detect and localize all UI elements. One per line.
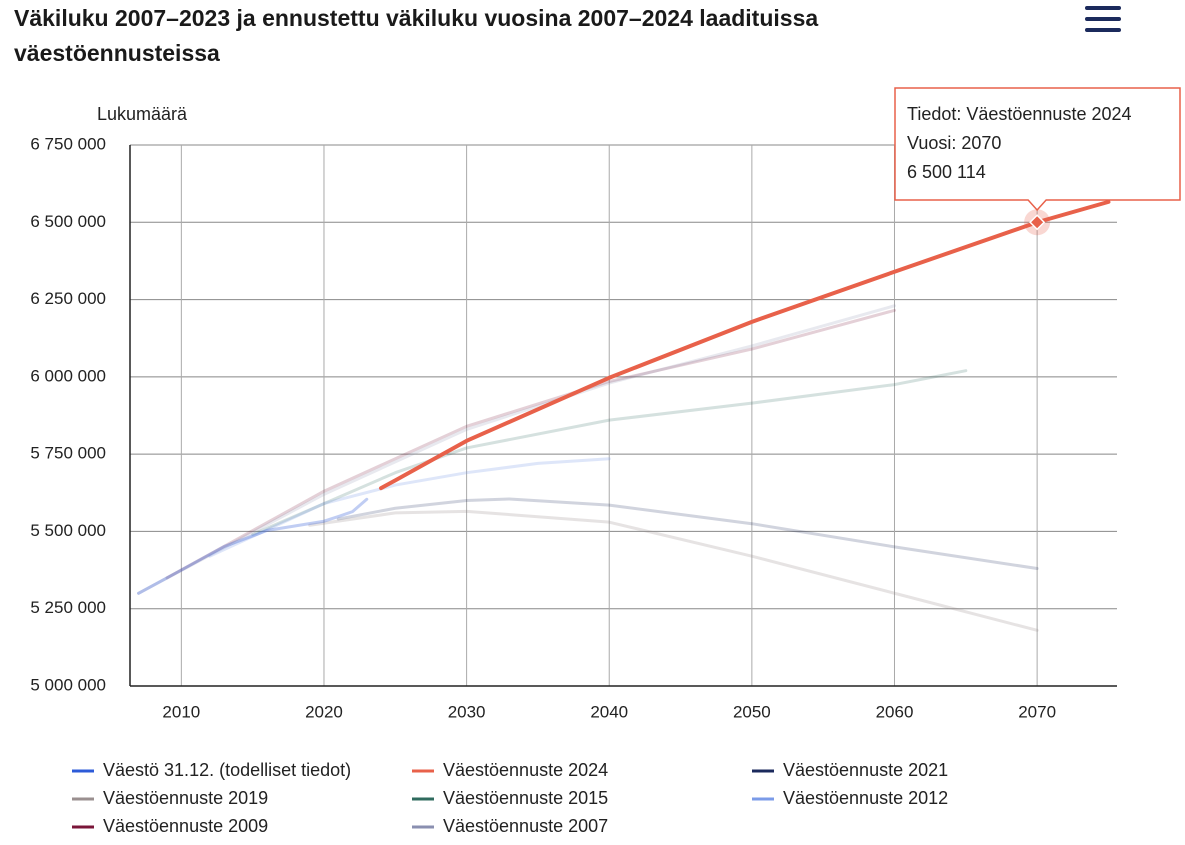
legend-label: Väestöennuste 2015	[443, 788, 608, 808]
tooltip-text: Tiedot: Väestöennuste 2024	[907, 104, 1132, 124]
y-tick-label: 6 500 000	[30, 212, 106, 231]
legend-label: Väestöennuste 2019	[103, 788, 268, 808]
x-tick-label: 2050	[733, 702, 771, 721]
y-tick-label: 5 500 000	[30, 521, 106, 540]
series-line	[165, 308, 896, 580]
legend-label: Väestö 31.12. (todelliset tiedot)	[103, 760, 351, 780]
x-tick-label: 2070	[1018, 702, 1056, 721]
series-line	[208, 457, 611, 558]
legend-label: Väestöennuste 2021	[783, 760, 948, 780]
legend-label: Väestöennuste 2024	[443, 760, 608, 780]
tooltip: Tiedot: Väestöennuste 2024 Vuosi: 2070 6 5…	[894, 87, 1181, 212]
y-tick-label: 6 250 000	[30, 289, 106, 308]
tooltip-text: Vuosi: 2070	[907, 133, 1001, 153]
legend-label: Väestöennuste 2012	[783, 788, 948, 808]
series-line	[251, 369, 968, 537]
x-tick-label: 2020	[305, 702, 343, 721]
y-axis-label: Lukumäärä	[97, 104, 188, 124]
series-line	[137, 304, 896, 595]
hover-marker	[1029, 214, 1046, 231]
tooltip-box	[894, 87, 1181, 212]
y-tick-label: 5 000 000	[30, 675, 106, 694]
y-tick-label: 5 250 000	[30, 598, 106, 617]
legend-label: Väestöennuste 2009	[103, 816, 268, 836]
x-tick-label: 2040	[590, 702, 628, 721]
chart-title: Väkiluku 2007–2023 ja ennustettu väkiluk…	[14, 5, 818, 66]
tooltip-text: 6 500 114	[907, 162, 986, 182]
y-tick-label: 5 750 000	[30, 444, 106, 463]
menu-button[interactable]	[1080, 2, 1126, 40]
series-line	[379, 199, 1111, 491]
series-line	[308, 509, 1039, 632]
x-tick-label: 2010	[162, 702, 200, 721]
series-line	[137, 497, 369, 595]
x-tick-label: 2030	[448, 702, 486, 721]
x-tick-label: 2060	[876, 702, 914, 721]
y-tick-label: 6 000 000	[30, 366, 106, 385]
series-line	[336, 497, 1039, 571]
legend-label: Väestöennuste 2007	[443, 816, 608, 836]
y-tick-label: 6 750 000	[30, 134, 106, 153]
